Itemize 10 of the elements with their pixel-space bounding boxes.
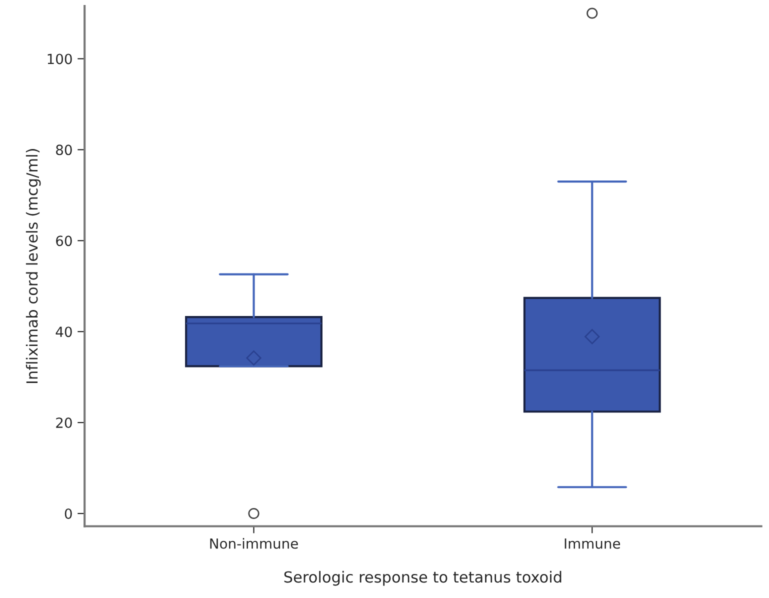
y-axis-title: Infliximab cord levels (mcg/ml) [26, 149, 41, 383]
y-tick-label: 40 [56, 326, 72, 338]
x-tick-label: Immune [564, 538, 620, 549]
x-tick-label: Non-immune [210, 538, 298, 549]
y-tick-label: 20 [56, 418, 72, 428]
y-tick-label: 60 [56, 236, 72, 246]
y-tick-label: 100 [48, 54, 72, 64]
y-tick-label: 0 [64, 508, 72, 519]
y-tick-label: 80 [56, 144, 72, 156]
x-axis-title: Serologic response to tetanus toxoid [284, 570, 562, 586]
